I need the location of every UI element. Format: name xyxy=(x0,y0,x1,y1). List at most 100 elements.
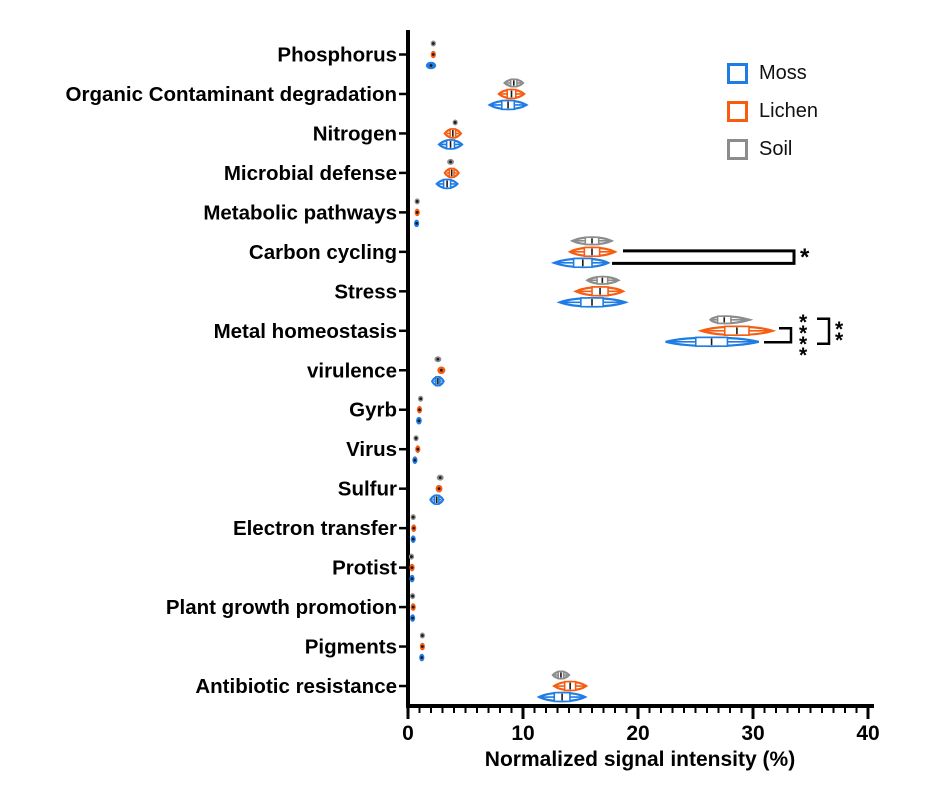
x-tick-label: 30 xyxy=(741,722,764,745)
violin-row xyxy=(408,553,415,583)
violin-dot-center xyxy=(410,566,414,570)
violin-lichen xyxy=(435,484,443,493)
category-label: Metabolic pathways xyxy=(203,201,397,224)
lichen-swatch-icon xyxy=(727,101,748,122)
violin-dot-center xyxy=(410,577,414,581)
category-label: Sulfur xyxy=(338,478,397,501)
violin-moss xyxy=(429,494,445,505)
category-label: Antibiotic resistance xyxy=(195,675,397,698)
violin-row xyxy=(414,198,420,228)
legend-item-soil: Soil xyxy=(727,138,818,161)
violin-dot-center xyxy=(413,458,417,462)
category-label: Metal homeostasis xyxy=(214,320,397,343)
significance-stars: * xyxy=(799,333,808,356)
violin-row xyxy=(410,514,417,543)
violin-soil xyxy=(410,514,416,521)
violin-dot-center xyxy=(415,221,419,225)
violin-soil xyxy=(430,40,436,47)
violin-lichen xyxy=(573,286,626,297)
category-label: Organic Contaminant degradation xyxy=(66,83,397,106)
violin-soil xyxy=(413,435,419,442)
violin-dot-center xyxy=(431,42,435,45)
violin-soil xyxy=(436,474,444,481)
violin-moss xyxy=(556,297,629,308)
violin-row xyxy=(410,593,416,622)
x-tick-label: 40 xyxy=(856,722,879,745)
violin-dot-center xyxy=(411,605,415,609)
violin-dot-center xyxy=(416,447,420,451)
violin-lichen xyxy=(414,208,420,217)
violin-dot-center xyxy=(420,656,424,659)
legend-label-lichen: Lichen xyxy=(759,100,818,122)
violin-dot-center xyxy=(410,555,413,559)
violin-row xyxy=(536,670,589,703)
violin-dot-center xyxy=(420,645,424,648)
legend: Moss Lichen Soil xyxy=(727,62,818,176)
violin-row xyxy=(550,236,618,269)
violin-lichen xyxy=(411,524,417,532)
violin-soil xyxy=(569,236,615,246)
violin-dot-center xyxy=(449,160,452,164)
violin-lichen xyxy=(430,50,436,59)
violin-lichen xyxy=(419,642,425,651)
violin-lichen xyxy=(437,366,446,375)
violin-soil xyxy=(503,78,525,88)
violin-lichen xyxy=(410,603,416,611)
violin-soil xyxy=(418,395,424,402)
violin-row xyxy=(556,275,629,308)
violin-lichen xyxy=(443,167,460,179)
x-tick-label: 20 xyxy=(626,722,649,745)
violin-moss xyxy=(409,574,415,583)
category-label: Pigments xyxy=(305,636,397,659)
x-tick-label: 0 xyxy=(402,722,414,745)
category-label: Phosphorus xyxy=(277,44,397,67)
violin-lichen xyxy=(443,128,463,139)
violin-dot-center xyxy=(411,515,415,519)
violin-dot-center xyxy=(419,397,423,401)
legend-item-moss: Moss xyxy=(727,62,818,85)
violin-soil xyxy=(414,198,420,205)
violin-dot-center xyxy=(411,594,414,598)
violin-dot-center xyxy=(411,616,414,620)
violin-soil xyxy=(410,593,416,600)
category-label: Stress xyxy=(334,280,397,303)
violin-soil xyxy=(551,670,571,680)
violin-lichen xyxy=(409,563,415,572)
violin-moss xyxy=(414,219,420,228)
violin-row xyxy=(419,632,425,662)
violin-dot-center xyxy=(438,476,442,480)
violin-moss xyxy=(410,614,416,622)
violin-moss xyxy=(425,61,437,70)
significance-stars: * xyxy=(800,244,810,271)
violin-dot-center xyxy=(437,487,441,491)
violin-soil xyxy=(708,315,754,325)
violin-soil xyxy=(408,553,415,560)
legend-item-lichen: Lichen xyxy=(727,100,818,123)
violins xyxy=(408,40,777,703)
violin-dot-center xyxy=(414,436,418,440)
violin-moss xyxy=(550,257,611,269)
violin-dot-center xyxy=(411,537,415,541)
violin-soil xyxy=(447,158,454,165)
significance-stars: * xyxy=(799,322,808,345)
category-label: Protist xyxy=(332,557,397,580)
violin-row xyxy=(487,78,529,111)
category-label: Virus xyxy=(346,438,397,461)
violin-moss xyxy=(416,416,422,425)
violin-lichen xyxy=(497,88,526,100)
violin-moss xyxy=(665,336,760,348)
significance-annotations: ******* xyxy=(612,244,844,367)
category-label: virulence xyxy=(307,359,397,382)
violin-row xyxy=(429,474,445,505)
violin-soil xyxy=(419,632,425,639)
violin-moss xyxy=(435,178,459,190)
category-label: Gyrb xyxy=(349,399,397,422)
moss-swatch-icon xyxy=(727,63,748,84)
violin-soil xyxy=(434,356,442,363)
violin-lichen xyxy=(415,445,421,454)
axes: 0 10 20 30 40 xyxy=(402,30,880,745)
comparison-bracket xyxy=(817,317,831,346)
legend-label-moss: Moss xyxy=(759,62,807,84)
violin-row xyxy=(665,315,777,348)
category-axis: Phosphorus Organic Contaminant degradatio… xyxy=(66,44,407,698)
